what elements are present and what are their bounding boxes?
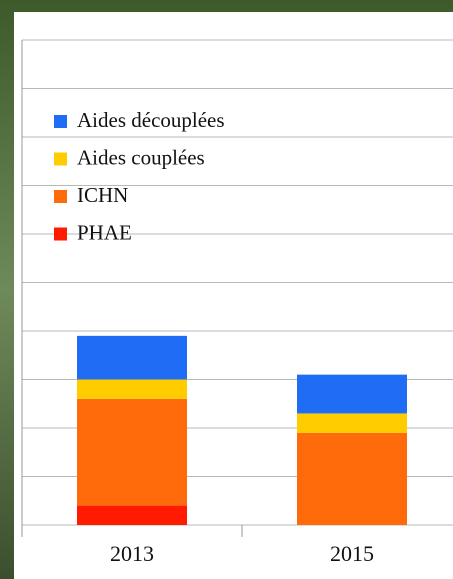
bar-segment [297, 374, 407, 414]
bar-segment [77, 398, 187, 506]
bar-segment [77, 379, 187, 399]
bar-segment [77, 335, 187, 380]
legend-swatch [54, 190, 67, 203]
legend-label: ICHN [77, 183, 128, 207]
bar-segment [297, 432, 407, 525]
x-tick-label: 2013 [110, 541, 154, 566]
legend-label: Aides couplées [77, 145, 205, 169]
bar-segment [77, 505, 187, 525]
legend-swatch [54, 227, 67, 241]
legend-swatch [54, 152, 67, 166]
legend-label: PHAE [77, 220, 132, 244]
legend-swatch [54, 115, 67, 128]
bar-segment [297, 413, 407, 433]
legend-label: Aides découplées [77, 108, 225, 132]
x-tick-label: 2015 [330, 541, 374, 566]
